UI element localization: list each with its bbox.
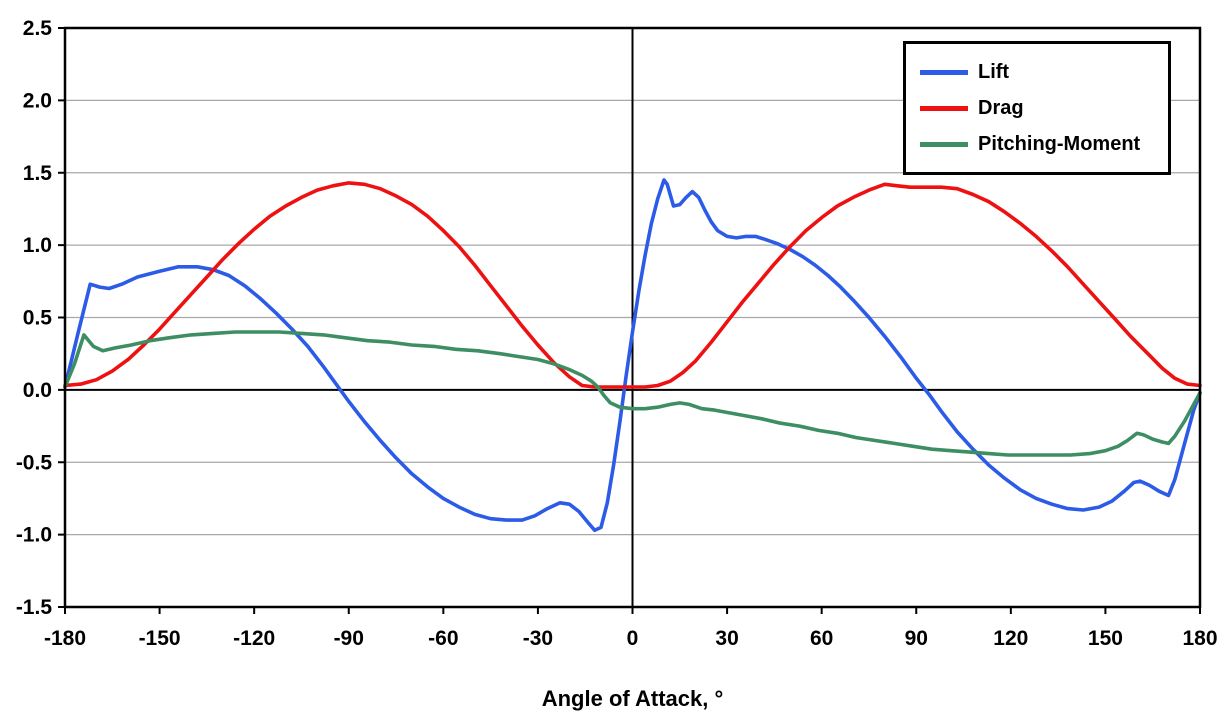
legend-label-lift: Lift	[978, 60, 1010, 83]
x-tick-label: -60	[428, 627, 458, 650]
x-tick-label: 150	[1088, 627, 1123, 650]
legend-label-drag: Drag	[978, 96, 1024, 119]
legend-item-drag: Drag	[920, 90, 1156, 126]
y-tick-label: -0.5	[16, 451, 53, 474]
y-tick-label: 2.5	[23, 17, 53, 40]
x-tick-label: -180	[44, 627, 86, 650]
x-tick-label: 0	[627, 627, 639, 650]
x-tick-label: -30	[523, 627, 553, 650]
legend-item-pitching-moment: Pitching-Moment	[920, 126, 1156, 162]
legend: Lift Drag Pitching-Moment	[903, 41, 1171, 175]
x-tick-label: 90	[905, 627, 928, 650]
x-tick-label: 60	[810, 627, 833, 650]
series-line-pitching-moment	[63, 330, 1202, 457]
series-line-lift	[63, 178, 1202, 533]
x-tick-label: 120	[993, 627, 1028, 650]
y-tick-label: 0.5	[23, 307, 53, 330]
legend-label-pitching-moment: Pitching-Moment	[978, 132, 1141, 155]
x-tick-label: 180	[1182, 627, 1217, 650]
pitching-moment-line-swatch	[920, 141, 968, 147]
legend-item-lift: Lift	[920, 54, 1156, 90]
series-line-drag	[63, 181, 1202, 389]
y-tick-label: 0.0	[23, 379, 52, 402]
x-tick-label: 30	[715, 627, 738, 650]
x-tick-label: -90	[334, 627, 364, 650]
y-tick-label: -1.5	[16, 596, 53, 619]
x-axis-title: Angle of Attack, °	[541, 686, 724, 711]
drag-line-swatch	[920, 105, 968, 111]
y-tick-label: 1.0	[23, 234, 52, 257]
y-tick-label: 1.5	[23, 162, 53, 185]
x-tick-label: -150	[139, 627, 181, 650]
lift-line-swatch	[920, 69, 968, 75]
y-tick-label: 2.0	[23, 89, 52, 112]
y-tick-label: -1.0	[16, 524, 52, 547]
x-tick-label: -120	[233, 627, 275, 650]
